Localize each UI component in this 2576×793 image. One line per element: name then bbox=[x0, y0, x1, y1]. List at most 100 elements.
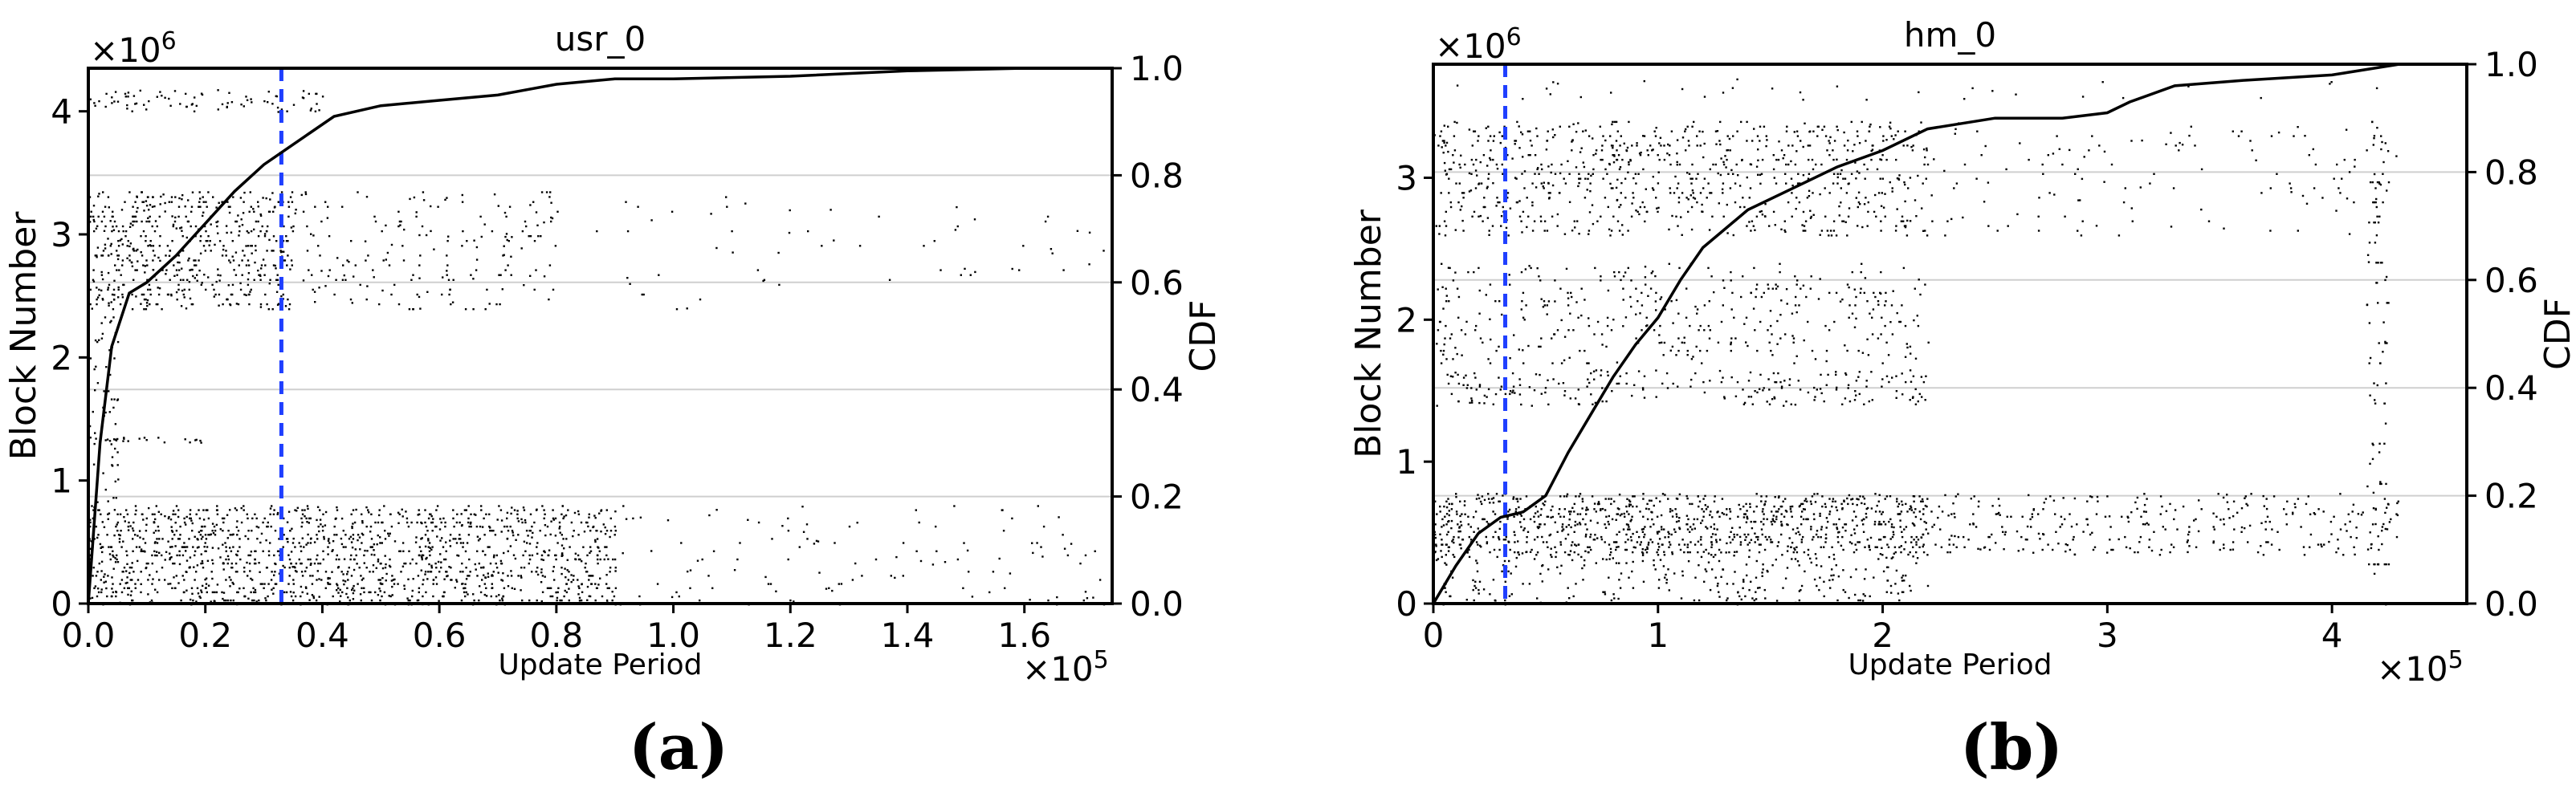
scatter-point bbox=[194, 550, 197, 552]
scatter-point bbox=[2303, 554, 2306, 556]
scatter-point bbox=[377, 521, 380, 524]
scatter-point bbox=[385, 563, 387, 566]
scatter-point bbox=[126, 245, 128, 247]
scatter-point bbox=[1616, 220, 1620, 222]
scatter-point bbox=[1504, 539, 1507, 541]
scatter-point bbox=[495, 562, 497, 565]
scatter-point bbox=[240, 506, 243, 510]
scatter-point bbox=[2146, 522, 2148, 524]
scatter-point bbox=[1458, 527, 1461, 529]
scatter-point bbox=[1825, 517, 1828, 519]
scatter-point bbox=[1802, 508, 1805, 510]
scatter-point bbox=[613, 558, 617, 561]
scatter-point bbox=[1600, 509, 1602, 511]
scatter-point bbox=[160, 195, 162, 198]
scatter-point bbox=[1534, 173, 1536, 175]
scatter-point bbox=[1477, 494, 1479, 496]
scatter-point bbox=[1551, 555, 1553, 559]
scatter-point bbox=[343, 558, 346, 560]
scatter-point bbox=[132, 521, 135, 524]
scatter-point bbox=[173, 90, 177, 92]
scatter-point bbox=[1764, 203, 1767, 205]
scatter-point bbox=[1840, 502, 1843, 506]
scatter-point bbox=[1576, 220, 1579, 222]
scatter-point bbox=[1613, 154, 1616, 157]
scatter-point bbox=[165, 254, 167, 257]
scatter-point bbox=[1452, 554, 1454, 556]
scatter-point bbox=[1983, 201, 1986, 203]
scatter-point bbox=[340, 517, 344, 520]
scatter-point bbox=[1651, 541, 1654, 543]
scatter-point bbox=[206, 509, 209, 511]
scatter-point bbox=[2223, 227, 2225, 230]
scatter-point bbox=[1563, 177, 1565, 180]
scatter-point bbox=[199, 197, 202, 200]
scatter-point bbox=[181, 267, 183, 270]
scatter-point bbox=[1516, 120, 1518, 124]
scatter-point bbox=[1622, 528, 1625, 531]
scatter-point bbox=[2086, 523, 2089, 526]
scatter-point bbox=[438, 571, 441, 573]
scatter-point bbox=[159, 91, 161, 93]
scatter-point bbox=[479, 538, 481, 540]
scatter-point bbox=[1720, 551, 1722, 554]
scatter-point bbox=[1687, 198, 1689, 201]
scatter-point bbox=[1575, 495, 1577, 498]
scatter-point bbox=[536, 599, 538, 602]
scatter-point bbox=[92, 280, 96, 283]
scatter-point bbox=[294, 595, 297, 598]
scatter-point bbox=[1901, 535, 1904, 539]
scatter-point bbox=[1869, 536, 1873, 539]
scatter-point bbox=[1538, 526, 1541, 528]
scatter-point bbox=[568, 588, 570, 590]
scatter-point bbox=[112, 316, 115, 319]
scatter-point bbox=[1579, 493, 1582, 495]
scatter-point bbox=[1619, 166, 1622, 169]
scatter-point bbox=[232, 259, 235, 262]
scatter-point bbox=[1660, 514, 1663, 517]
scatter-point bbox=[388, 564, 391, 567]
scatter-point bbox=[1687, 560, 1690, 563]
scatter-point bbox=[1816, 564, 1818, 567]
scatter-point bbox=[104, 411, 107, 414]
scatter-point bbox=[379, 579, 381, 581]
scatter-point bbox=[1653, 523, 1655, 526]
scatter-point bbox=[116, 254, 119, 257]
scatter-point bbox=[158, 245, 161, 247]
scatter-point bbox=[1508, 508, 1511, 511]
scatter-point bbox=[214, 591, 216, 594]
scatter-point bbox=[1636, 541, 1639, 543]
scatter-point bbox=[1714, 163, 1717, 166]
scatter-point bbox=[1795, 208, 1797, 210]
scatter-point bbox=[89, 521, 92, 524]
scatter-point bbox=[342, 546, 344, 548]
scatter-point bbox=[1861, 502, 1863, 505]
scatter-point bbox=[1841, 535, 1844, 539]
scatter-point bbox=[140, 583, 142, 585]
scatter-point bbox=[1757, 159, 1759, 161]
scatter-point bbox=[498, 274, 500, 276]
scatter-point bbox=[2272, 495, 2276, 498]
scatter-point bbox=[272, 264, 275, 266]
scatter-point bbox=[1480, 182, 1483, 185]
scatter-point bbox=[191, 592, 194, 595]
scatter-point bbox=[1899, 513, 1901, 515]
scatter-point bbox=[1606, 173, 1608, 175]
scatter-point bbox=[596, 230, 598, 233]
scatter-point bbox=[528, 543, 532, 545]
scatter-point bbox=[418, 295, 421, 299]
scatter-point bbox=[107, 254, 110, 257]
scatter-point bbox=[1771, 541, 1774, 543]
scatter-point bbox=[247, 272, 251, 274]
scatter-point bbox=[1468, 548, 1470, 551]
scatter-point bbox=[554, 245, 557, 247]
scatter-point bbox=[1784, 173, 1787, 175]
scatter-point bbox=[152, 196, 154, 198]
scatter-point bbox=[189, 297, 192, 300]
scatter-point bbox=[268, 238, 271, 242]
scatter-point bbox=[585, 521, 588, 524]
scatter-point bbox=[1630, 518, 1632, 521]
scatter-point bbox=[1505, 535, 1507, 539]
scatter-point bbox=[1754, 229, 1756, 231]
scatter-point bbox=[132, 279, 135, 281]
